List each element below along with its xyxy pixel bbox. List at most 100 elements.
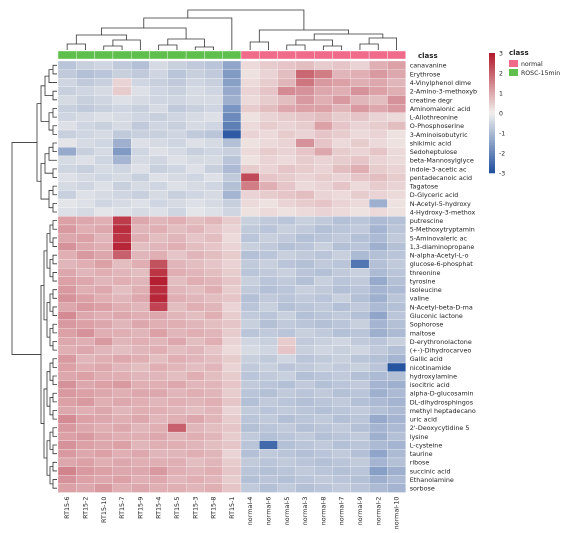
heatmap-cell	[368, 216, 388, 226]
heatmap-cell	[387, 164, 406, 174]
heatmap-cell	[112, 216, 132, 226]
row-label: N-Acetyl-beta-D-ma	[410, 303, 473, 311]
heatmap-cell	[350, 69, 370, 79]
dendrogram-branch	[46, 302, 50, 338]
heatmap-cell	[112, 138, 132, 148]
color-scale-step	[489, 165, 495, 168]
heatmap-cell	[350, 406, 370, 415]
heatmap-cell	[387, 397, 406, 407]
heatmap-cell	[149, 138, 168, 148]
heatmap-cell	[277, 164, 297, 174]
heatmap-cell	[131, 104, 150, 113]
heatmap-cell	[332, 173, 351, 182]
row-label: D-Glyceric acid	[410, 191, 459, 199]
heatmap-cell	[94, 207, 114, 217]
heatmap-cell	[76, 250, 95, 260]
heatmap-cell	[222, 147, 242, 157]
heatmap-cell	[167, 345, 187, 355]
heatmap-cell	[387, 311, 406, 321]
heatmap-cell	[295, 362, 315, 372]
heatmap-cell	[350, 354, 370, 364]
heatmap-cell	[222, 328, 242, 338]
column-label: RT15-2	[81, 497, 89, 519]
heatmap-cell	[332, 345, 351, 355]
heatmap-cell	[387, 285, 406, 295]
heatmap-cell	[167, 164, 187, 174]
heatmap-cell	[204, 311, 223, 321]
heatmap-cell	[295, 155, 315, 165]
heatmap-cell	[112, 431, 132, 441]
heatmap-cell	[131, 371, 150, 381]
heatmap-cell	[112, 86, 132, 96]
heatmap-cell	[131, 259, 150, 269]
heatmap-cell	[149, 112, 168, 122]
heatmap-cell	[259, 440, 278, 450]
heatmap-cell	[204, 431, 223, 441]
heatmap-cell	[387, 431, 406, 441]
heatmap-cell	[350, 397, 370, 407]
heatmap-cell	[332, 95, 351, 105]
heatmap-cell	[314, 406, 333, 415]
class-bar-cell	[76, 50, 95, 60]
heatmap-cell	[57, 337, 77, 346]
heatmap-cell	[277, 207, 297, 217]
heatmap-cell	[204, 259, 223, 269]
heatmap-cell	[387, 233, 406, 243]
heatmap-cell	[368, 233, 388, 243]
heatmap-cell	[295, 319, 315, 329]
heatmap-cell	[277, 362, 297, 372]
row-label: taurine	[410, 450, 433, 458]
row-label: uric acid	[410, 416, 437, 424]
dendrogram-branch	[101, 27, 187, 39]
heatmap-cell	[76, 328, 95, 338]
heatmap-cell	[167, 449, 187, 459]
heatmap-cell	[295, 311, 315, 321]
dendrogram-branch	[48, 190, 53, 209]
heatmap-cell	[314, 337, 333, 346]
heatmap-cell	[332, 129, 351, 139]
heatmap-cell	[314, 285, 333, 295]
heatmap-cell	[259, 104, 278, 113]
heatmap-cell	[295, 259, 315, 269]
column-label: RT15-6	[63, 497, 71, 519]
heatmap-cell	[368, 475, 388, 484]
heatmap-cell	[76, 285, 95, 295]
heatmap-cell	[185, 78, 205, 88]
heatmap-cell	[131, 190, 150, 200]
heatmap-cell	[350, 233, 370, 243]
class-bar-cell	[112, 50, 132, 60]
heatmap-cell	[131, 224, 150, 234]
heatmap-cell	[222, 121, 242, 131]
heatmap-cell	[240, 362, 260, 372]
class-bar-cell	[240, 50, 260, 60]
heatmap-cell	[314, 449, 333, 459]
color-scale-tick-label: 0	[499, 110, 503, 117]
heatmap-cell	[222, 362, 242, 372]
heatmap-cell	[204, 112, 223, 122]
heatmap-cell	[295, 423, 315, 433]
heatmap-cell	[295, 216, 315, 226]
heatmap-cell	[387, 147, 406, 157]
heatmap-cell	[57, 311, 77, 321]
class-bar-cell	[332, 50, 351, 60]
row-label: 2'-Deoxycytidine 5	[410, 424, 470, 432]
row-label: 5-Aminovaleric ac	[410, 234, 468, 242]
heatmap-cell	[149, 414, 168, 424]
heatmap-cell	[387, 198, 406, 208]
heatmap-cell	[350, 155, 370, 165]
heatmap-cell	[314, 129, 333, 139]
color-scale-step	[489, 159, 495, 162]
heatmap-cell	[240, 388, 260, 398]
heatmap-cell	[387, 483, 406, 493]
heatmap-cell	[149, 155, 168, 165]
dendrogram-branch	[187, 9, 305, 30]
heatmap-cell	[222, 138, 242, 148]
color-scale-step	[489, 137, 495, 140]
heatmap-cell	[185, 457, 205, 467]
heatmap-cell	[185, 431, 205, 441]
heatmap-cell	[295, 483, 315, 493]
color-scale-step	[489, 169, 495, 172]
heatmap-cell	[350, 302, 370, 312]
heatmap-cell	[112, 440, 132, 450]
heatmap-cell	[387, 267, 406, 277]
